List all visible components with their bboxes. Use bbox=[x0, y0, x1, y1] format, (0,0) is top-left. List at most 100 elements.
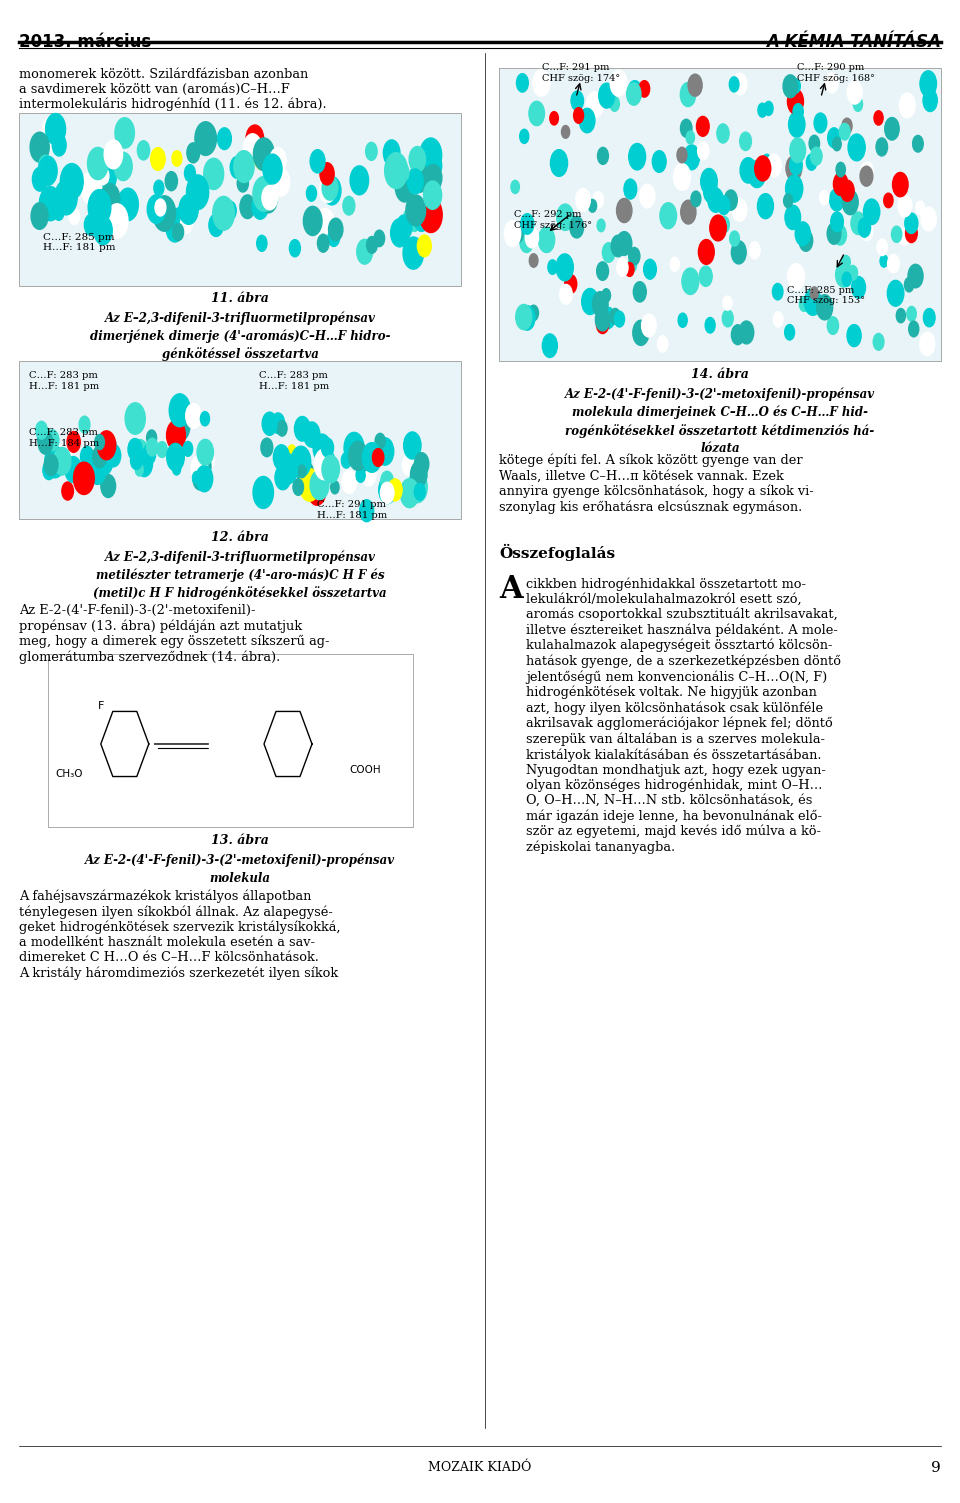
Text: 13. ábra: 13. ábra bbox=[211, 834, 269, 848]
Circle shape bbox=[154, 180, 164, 195]
Circle shape bbox=[539, 227, 555, 253]
Circle shape bbox=[30, 132, 49, 162]
Circle shape bbox=[298, 461, 314, 487]
Circle shape bbox=[318, 234, 329, 253]
Text: Az E–2,3-difenil-3-trifluormetilpropénsav: Az E–2,3-difenil-3-trifluormetilpropénsa… bbox=[105, 311, 375, 325]
Circle shape bbox=[725, 189, 737, 210]
Circle shape bbox=[274, 445, 290, 470]
Circle shape bbox=[519, 129, 529, 143]
Circle shape bbox=[829, 188, 844, 210]
Circle shape bbox=[421, 168, 439, 195]
Circle shape bbox=[376, 437, 394, 466]
Circle shape bbox=[923, 81, 931, 96]
Circle shape bbox=[793, 104, 804, 120]
Circle shape bbox=[755, 156, 771, 180]
Circle shape bbox=[599, 83, 614, 108]
Circle shape bbox=[814, 113, 827, 132]
Circle shape bbox=[270, 147, 286, 173]
Circle shape bbox=[597, 262, 609, 281]
Circle shape bbox=[293, 479, 303, 496]
Circle shape bbox=[166, 213, 183, 242]
Circle shape bbox=[717, 123, 729, 143]
Circle shape bbox=[252, 176, 276, 212]
Circle shape bbox=[627, 83, 641, 105]
Circle shape bbox=[750, 161, 760, 176]
Circle shape bbox=[643, 259, 657, 280]
Circle shape bbox=[785, 204, 801, 230]
Circle shape bbox=[409, 146, 425, 173]
Circle shape bbox=[828, 128, 840, 147]
Circle shape bbox=[403, 209, 415, 227]
Circle shape bbox=[560, 284, 572, 304]
Circle shape bbox=[806, 153, 817, 170]
Circle shape bbox=[173, 207, 186, 228]
Circle shape bbox=[699, 266, 712, 287]
Circle shape bbox=[165, 171, 178, 191]
Circle shape bbox=[39, 186, 61, 221]
Circle shape bbox=[828, 222, 841, 245]
Circle shape bbox=[131, 451, 142, 469]
Circle shape bbox=[688, 74, 702, 96]
Circle shape bbox=[173, 463, 180, 475]
Circle shape bbox=[153, 195, 176, 231]
Circle shape bbox=[383, 140, 400, 165]
Circle shape bbox=[157, 442, 167, 457]
Circle shape bbox=[828, 317, 838, 334]
Circle shape bbox=[261, 481, 271, 496]
Circle shape bbox=[128, 439, 142, 460]
Text: C…F: 290 pm
CHF szög: 168°: C…F: 290 pm CHF szög: 168° bbox=[797, 63, 875, 83]
Circle shape bbox=[179, 194, 198, 224]
Circle shape bbox=[791, 78, 801, 93]
Circle shape bbox=[740, 132, 752, 150]
Circle shape bbox=[60, 451, 73, 470]
Circle shape bbox=[773, 284, 783, 301]
Circle shape bbox=[804, 289, 822, 316]
Circle shape bbox=[193, 472, 201, 484]
Circle shape bbox=[874, 111, 883, 125]
Circle shape bbox=[660, 203, 677, 228]
Circle shape bbox=[356, 467, 365, 482]
Text: Az E-2-(4'-F-fenil)-3-(2'-metoxifenil)-propénsav: Az E-2-(4'-F-fenil)-3-(2'-metoxifenil)-p… bbox=[84, 854, 396, 867]
Circle shape bbox=[310, 470, 329, 500]
Circle shape bbox=[99, 207, 118, 237]
Circle shape bbox=[833, 225, 847, 245]
Circle shape bbox=[38, 155, 53, 177]
Circle shape bbox=[790, 155, 803, 174]
Circle shape bbox=[849, 266, 857, 280]
Circle shape bbox=[885, 117, 900, 140]
Circle shape bbox=[67, 431, 81, 452]
Circle shape bbox=[101, 183, 120, 213]
Circle shape bbox=[810, 287, 818, 299]
Circle shape bbox=[406, 195, 425, 225]
Circle shape bbox=[218, 128, 231, 149]
Circle shape bbox=[418, 234, 431, 257]
Circle shape bbox=[516, 74, 528, 92]
Circle shape bbox=[848, 81, 862, 104]
Circle shape bbox=[788, 111, 804, 137]
Circle shape bbox=[783, 75, 798, 98]
Circle shape bbox=[542, 334, 558, 358]
Circle shape bbox=[272, 168, 290, 197]
Circle shape bbox=[278, 454, 298, 484]
Circle shape bbox=[597, 219, 605, 231]
Text: monomerek között. Szilárdfázisban azonban
a savdimerek között van (aromás)C–H…F
: monomerek között. Szilárdfázisban azonba… bbox=[19, 68, 326, 111]
Circle shape bbox=[785, 176, 803, 201]
Circle shape bbox=[835, 263, 852, 287]
Circle shape bbox=[556, 254, 573, 281]
Circle shape bbox=[81, 446, 94, 467]
Circle shape bbox=[252, 194, 268, 219]
Circle shape bbox=[94, 216, 112, 245]
Circle shape bbox=[117, 188, 138, 221]
Circle shape bbox=[408, 472, 427, 502]
Circle shape bbox=[36, 421, 47, 439]
Circle shape bbox=[924, 89, 937, 111]
Circle shape bbox=[686, 131, 694, 144]
Circle shape bbox=[310, 150, 325, 173]
Circle shape bbox=[33, 167, 48, 191]
Circle shape bbox=[740, 158, 756, 183]
Circle shape bbox=[411, 461, 427, 487]
Text: MOZAIK KIADÓ: MOZAIK KIADÓ bbox=[428, 1461, 532, 1474]
Circle shape bbox=[52, 134, 66, 156]
Circle shape bbox=[320, 162, 334, 185]
Circle shape bbox=[115, 117, 134, 149]
